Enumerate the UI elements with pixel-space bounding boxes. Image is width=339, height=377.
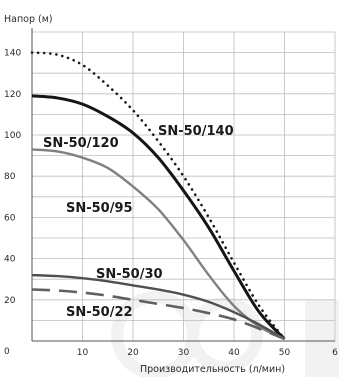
x-tick-label: 40	[228, 348, 240, 358]
series-label-sn-50-95: SN-50/95	[66, 201, 133, 216]
y-axis-title: Напор (м)	[4, 14, 53, 25]
y-tick-label: 120	[4, 90, 21, 100]
y-tick-label: 40	[4, 255, 16, 265]
x-axis-title: Производительность (л/мин)	[140, 364, 285, 375]
series-lines	[30, 51, 286, 341]
x-tick-label: 50	[279, 348, 291, 358]
series-label-sn-50-140: SN-50/140	[158, 124, 234, 139]
series-line-sn-50-22	[31, 288, 285, 341]
series-label-sn-50-30: SN-50/30	[96, 267, 163, 282]
y-tick-label: 80	[4, 172, 16, 182]
y-tick-label: 100	[4, 131, 21, 141]
series-line-sn-50-30	[31, 273, 286, 340]
x-tick-label: 10	[77, 348, 89, 358]
x-tick-label: 30	[178, 348, 190, 358]
y-tick-label: 20	[4, 296, 16, 306]
y-tick-label: 60	[4, 213, 16, 223]
x-tick-label: 20	[127, 348, 139, 358]
series-label-sn-50-120: SN-50/120	[43, 136, 119, 151]
watermark	[111, 291, 339, 377]
series-line-sn-50-120	[31, 94, 286, 340]
y-tick-label: 140	[4, 49, 21, 59]
series-label-sn-50-22: SN-50/22	[66, 305, 133, 320]
series-line-sn-50-95	[31, 148, 286, 341]
y-tick-label: 0	[4, 347, 10, 357]
x-tick-label: 6	[332, 348, 338, 358]
axes: 0 20 40 60 80 100 120 140 10 20 30 40 50 6	[4, 28, 338, 358]
